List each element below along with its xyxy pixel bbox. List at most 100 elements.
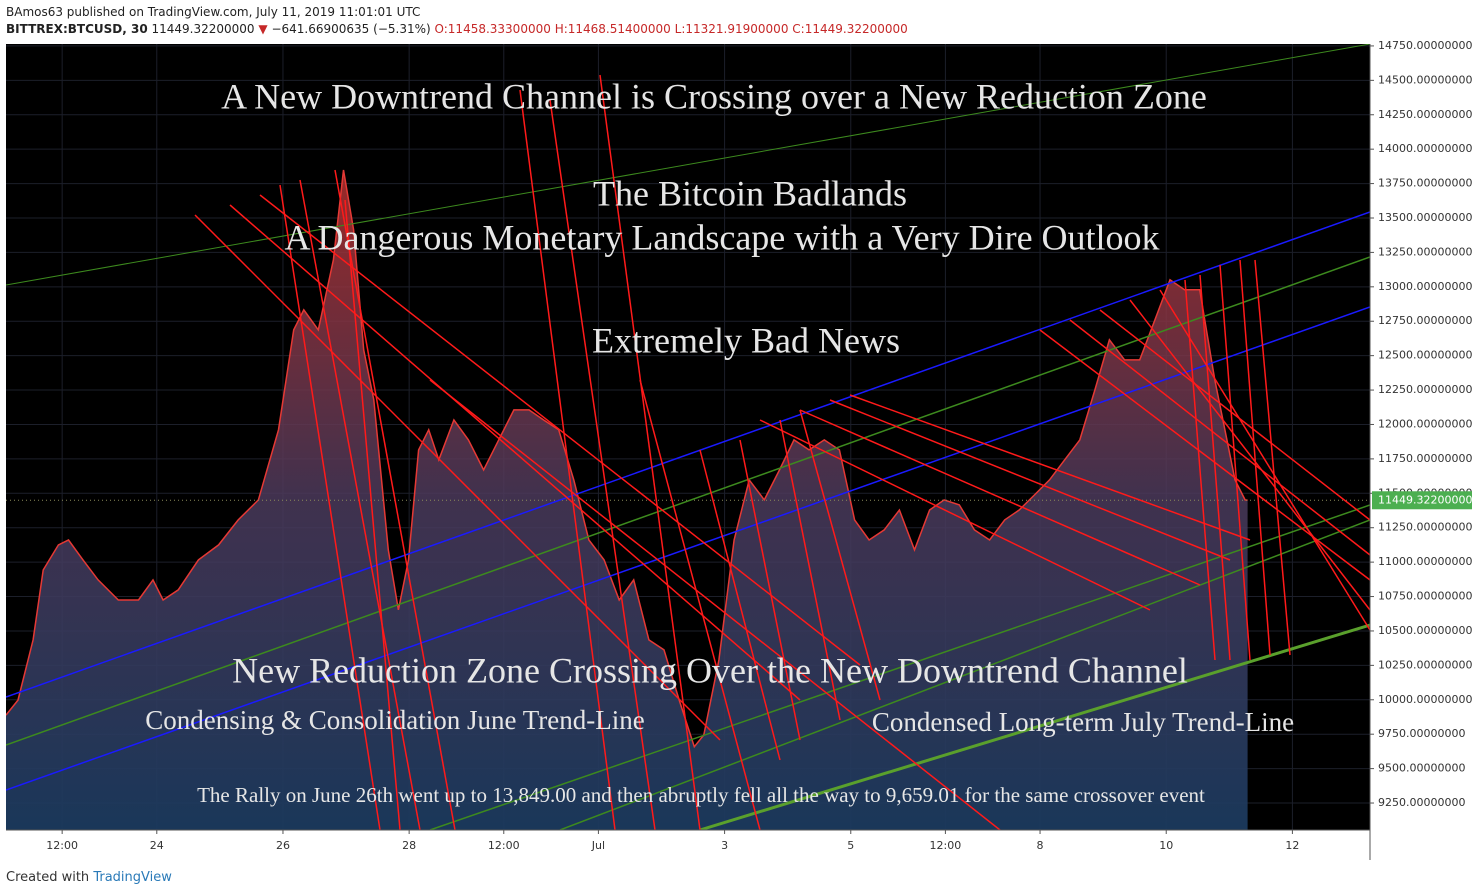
trend-line	[799, 409, 1201, 586]
x-tick-label: 12:00	[930, 839, 962, 852]
trend-line	[639, 379, 761, 830]
x-tick-label: Jul	[591, 839, 605, 852]
y-tick-label: 10750.00000000	[1378, 590, 1472, 603]
symbol: BITTREX:BTCUSD, 30	[6, 22, 148, 36]
annotation: A Dangerous Monetary Landscape with a Ve…	[284, 217, 1159, 257]
trend-line	[1184, 279, 1216, 661]
trend-line	[549, 99, 656, 830]
x-tick-label: 5	[847, 839, 854, 852]
y-tick-label: 9250.00000000	[1378, 796, 1465, 809]
x-tick-label: 28	[402, 839, 416, 852]
trend-line	[699, 623, 1370, 830]
y-tick-label: 10250.00000000	[1378, 658, 1472, 671]
trend-line	[259, 194, 861, 666]
trend-line	[6, 306, 1370, 791]
trend-line	[779, 419, 841, 721]
annotation: Condensed Long-term July Trend-Line	[872, 707, 1294, 737]
open: O:11458.33300000	[434, 22, 551, 36]
x-tick-label: 24	[150, 839, 164, 852]
trend-line	[699, 449, 781, 761]
y-tick-label: 14500.00000000	[1378, 73, 1472, 86]
trend-line	[6, 256, 1370, 746]
annotation: New Reduction Zone Crossing Over the New…	[232, 650, 1188, 690]
y-tick-label: 10000.00000000	[1378, 693, 1472, 706]
trend-line	[344, 199, 401, 830]
trend-line	[279, 184, 381, 830]
x-tick-label: 8	[1037, 839, 1044, 852]
y-tick-label: 10500.00000000	[1378, 624, 1472, 637]
annotation: The Rally on June 26th went up to 13,849…	[197, 783, 1205, 807]
change: −641.66900635 (−5.31%)	[271, 22, 431, 36]
y-tick-label: 9500.00000000	[1378, 762, 1465, 775]
quote-line: BITTREX:BTCUSD, 30 11449.32200000 ▼ −641…	[6, 21, 908, 38]
trend-line	[1219, 264, 1251, 661]
trend-line	[194, 214, 721, 741]
x-tick-label: 3	[721, 839, 728, 852]
trend-line	[429, 504, 1370, 830]
y-tick-label: 14000.00000000	[1378, 142, 1472, 155]
x-tick-label: 26	[276, 839, 290, 852]
area	[6, 170, 1248, 830]
last-price-label: 11449.32200000	[1378, 493, 1472, 506]
y-tick-label: 11000.00000000	[1378, 555, 1472, 568]
trend-line	[799, 409, 881, 701]
trend-line	[6, 44, 1370, 286]
annotation: A New Downtrend Channel is Crossing over…	[221, 76, 1207, 116]
trend-line	[429, 379, 1001, 830]
annotation: The Bitcoin Badlands	[593, 173, 907, 213]
axes: 9250.00000000 9500.00000000 9750.00000000 1…	[46, 39, 1472, 852]
trend-line	[559, 519, 1370, 830]
chart: A New Downtrend Channel is Crossing over…	[6, 39, 1472, 860]
y-tick-label: 13750.00000000	[1378, 177, 1472, 190]
arrow: ▼	[258, 22, 268, 36]
x-tick-label: 10	[1159, 839, 1173, 852]
y-tick-label: 12000.00000000	[1378, 417, 1472, 430]
y-tick-label: 13000.00000000	[1378, 280, 1472, 293]
header: BAmos63 published on TradingView.com, Ju…	[6, 4, 908, 38]
high: H:11468.51400000	[554, 22, 671, 36]
y-tick-label: 12500.00000000	[1378, 349, 1472, 362]
trend-line	[829, 399, 1231, 561]
trend-line	[1239, 259, 1271, 656]
trend-line	[1159, 289, 1370, 631]
trend-line	[1199, 274, 1231, 661]
footer: Created with TradingView	[6, 870, 172, 885]
y-tick-label: 12750.00000000	[1378, 314, 1472, 327]
brand: TradingView	[93, 870, 172, 885]
trend-line	[334, 169, 456, 830]
y-tick-label: 13250.00000000	[1378, 245, 1472, 258]
trend-line	[519, 89, 616, 830]
annotation: Condensing & Consolidation June Trend-Li…	[145, 705, 645, 735]
trend-line	[299, 179, 421, 830]
close: C:11449.32200000	[792, 22, 908, 36]
y-tick-label: 14250.00000000	[1378, 108, 1472, 121]
y-tick-label: 11750.00000000	[1378, 452, 1472, 465]
trend-line	[1254, 259, 1291, 656]
low: L:11321.91900000	[674, 22, 789, 36]
y-tick-label: 14750.00000000	[1378, 39, 1472, 52]
trend-line	[229, 204, 801, 701]
trend-line	[599, 74, 701, 830]
trend-line	[6, 211, 1370, 698]
last: 11449.32200000	[151, 22, 255, 36]
trend-lines	[6, 44, 1370, 830]
trend-line	[1069, 319, 1370, 556]
x-tick-label: 12	[1285, 839, 1299, 852]
y-tick-label: 13500.00000000	[1378, 211, 1472, 224]
x-tick-label: 12:00	[488, 839, 520, 852]
x-tick-label: 12:00	[46, 839, 78, 852]
y-tick-label: 11250.00000000	[1378, 521, 1472, 534]
created: Created with	[6, 870, 90, 885]
trend-line	[1129, 299, 1370, 611]
trend-line	[739, 439, 801, 741]
annotation: Extremely Bad News	[592, 320, 900, 360]
y-tick-label: 12250.00000000	[1378, 383, 1472, 396]
trend-line	[1099, 309, 1370, 521]
publisher-text: BAmos63 published on TradingView.com, Ju…	[6, 5, 421, 19]
last-price-box	[1372, 491, 1472, 510]
trend-line	[849, 394, 1251, 541]
trend-line	[759, 419, 1151, 611]
y-tick-label: 9750.00000000	[1378, 727, 1465, 740]
publisher: BAmos63 published on TradingView.com, Ju…	[6, 4, 908, 21]
